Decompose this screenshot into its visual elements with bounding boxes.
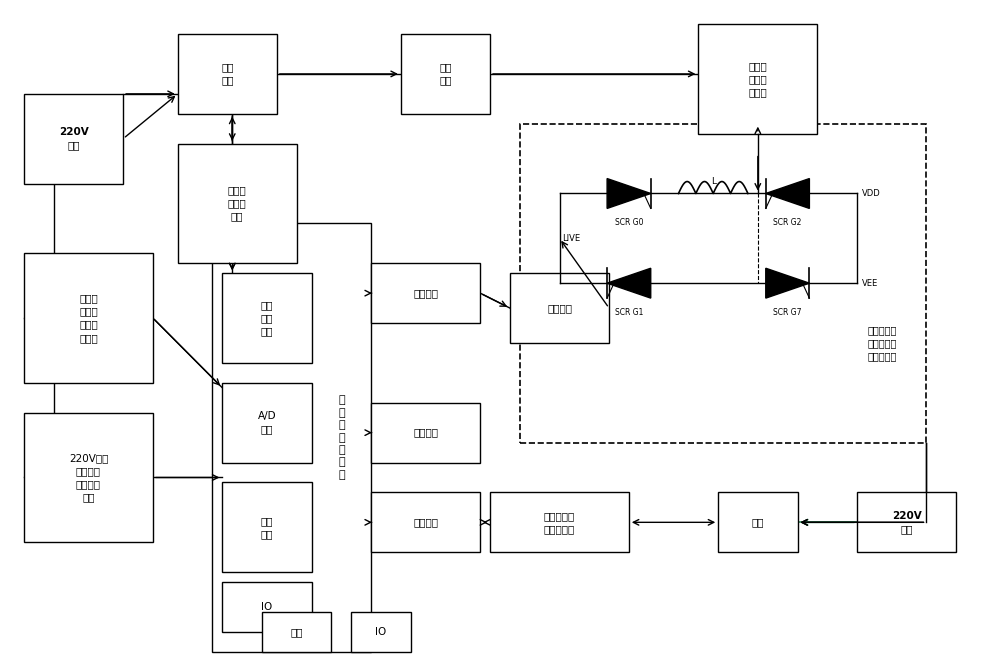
Polygon shape bbox=[766, 268, 809, 298]
Text: 电源
模块: 电源 模块 bbox=[439, 63, 452, 85]
Bar bbox=[24, 253, 153, 383]
Bar bbox=[351, 612, 411, 652]
Text: LIVE: LIVE bbox=[562, 234, 581, 243]
Text: 220V电网
电压电流
相位采样
电路: 220V电网 电压电流 相位采样 电路 bbox=[69, 453, 108, 502]
Text: 直流降
压模块
电路: 直流降 压模块 电路 bbox=[228, 185, 247, 222]
Text: IO: IO bbox=[261, 602, 273, 612]
Bar bbox=[222, 482, 312, 572]
Polygon shape bbox=[766, 178, 809, 208]
Text: SCR G2: SCR G2 bbox=[773, 218, 802, 227]
Text: 驱动电路: 驱动电路 bbox=[547, 303, 572, 313]
Text: 负载电压电
流检测电路: 负载电压电 流检测电路 bbox=[544, 511, 575, 534]
Bar bbox=[520, 124, 926, 443]
Text: A/D
采样: A/D 采样 bbox=[258, 411, 276, 434]
Bar bbox=[510, 273, 609, 343]
Bar bbox=[371, 263, 480, 323]
Bar bbox=[401, 34, 490, 114]
Text: 整流
模块: 整流 模块 bbox=[221, 63, 234, 85]
Text: 高频变
压器输
出电路: 高频变 压器输 出电路 bbox=[748, 61, 767, 97]
Bar bbox=[222, 273, 312, 363]
Text: SCR G1: SCR G1 bbox=[615, 308, 643, 317]
Bar bbox=[718, 492, 798, 552]
Bar bbox=[698, 24, 817, 134]
Text: 单
片
机
主
控
单
元: 单 片 机 主 控 单 元 bbox=[338, 396, 345, 480]
Text: 切换信号: 切换信号 bbox=[413, 428, 438, 438]
Text: SCR G7: SCR G7 bbox=[773, 308, 802, 317]
Bar bbox=[24, 413, 153, 542]
Bar bbox=[371, 492, 480, 552]
Polygon shape bbox=[607, 178, 651, 208]
Text: L: L bbox=[711, 176, 716, 186]
Text: IO: IO bbox=[375, 627, 387, 637]
Bar bbox=[262, 612, 331, 652]
Bar bbox=[24, 94, 123, 184]
Text: SCR G0: SCR G0 bbox=[615, 218, 643, 227]
Bar bbox=[857, 492, 956, 552]
Bar bbox=[222, 582, 312, 632]
Text: 220V
电网: 220V 电网 bbox=[892, 511, 921, 534]
Text: VEE: VEE bbox=[862, 278, 878, 288]
Text: 市电电
压幅值
检测采
样电路: 市电电 压幅值 检测采 样电路 bbox=[79, 293, 98, 343]
Text: 采样端口: 采样端口 bbox=[413, 517, 438, 527]
Bar bbox=[490, 492, 629, 552]
Bar bbox=[178, 144, 297, 263]
Text: 负载: 负载 bbox=[752, 517, 764, 527]
Bar bbox=[371, 403, 480, 463]
Text: VDD: VDD bbox=[862, 189, 881, 198]
Polygon shape bbox=[607, 268, 651, 298]
Text: 相位
采样: 相位 采样 bbox=[261, 515, 273, 539]
Text: 使能信号: 使能信号 bbox=[413, 288, 438, 298]
Text: 220V
电网: 220V 电网 bbox=[59, 127, 88, 151]
Text: 双向可控硅
无隙换流切
换主电路！: 双向可控硅 无隙换流切 换主电路！ bbox=[867, 325, 896, 361]
Text: 芯片
供电
端口: 芯片 供电 端口 bbox=[261, 300, 273, 336]
Bar bbox=[212, 223, 371, 652]
Bar bbox=[222, 383, 312, 463]
Text: 接口: 接口 bbox=[290, 627, 303, 637]
Bar bbox=[178, 34, 277, 114]
